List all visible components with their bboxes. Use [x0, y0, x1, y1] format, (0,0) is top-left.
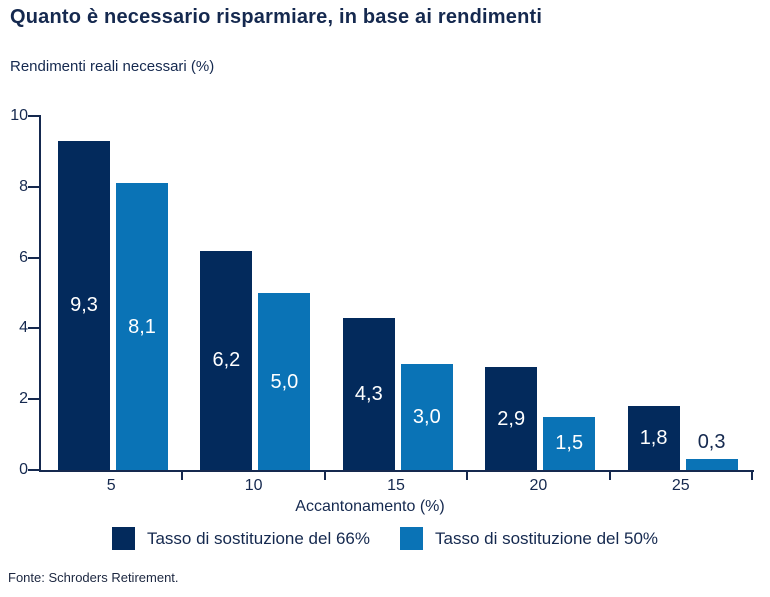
bar — [258, 293, 311, 470]
x-axis-tick — [181, 470, 184, 480]
y-tick-label: 0 — [19, 461, 28, 478]
bar — [543, 416, 596, 470]
y-tick-label: 2 — [19, 390, 28, 408]
bar — [485, 367, 538, 470]
chart-legend: Tasso di sostituzione del 66% Tasso di s… — [0, 527, 770, 550]
bar-value-label: 6,2 — [212, 349, 241, 372]
legend-item-66: Tasso di sostituzione del 66% — [111, 527, 370, 550]
x-tick-label: 25 — [671, 477, 690, 494]
y-tick-label: 6 — [19, 248, 28, 266]
x-axis-tick — [323, 470, 326, 480]
legend-swatch-66 — [111, 527, 135, 550]
bar-value-label: 9,3 — [70, 294, 98, 317]
bar-value-label: 8,1 — [128, 315, 156, 338]
bar — [58, 140, 110, 470]
bar — [116, 183, 168, 470]
y-axis-tick — [28, 115, 40, 117]
x-tick-label: 10 — [244, 477, 263, 494]
x-axis-title: Accantonamento (%) — [295, 498, 445, 515]
chart-title: Quanto è necessario risparmiare, in base… — [10, 6, 543, 28]
bar-value-label: 5,0 — [270, 370, 299, 393]
bar-value-label: 4,3 — [354, 382, 383, 405]
y-axis-tick — [28, 398, 40, 401]
bar — [200, 250, 253, 470]
bar — [685, 459, 738, 470]
y-axis-tick — [28, 185, 40, 188]
y-axis-line — [39, 115, 41, 472]
x-axis-tick — [466, 470, 469, 480]
x-tick-label: 5 — [106, 477, 116, 494]
legend-label-50: Tasso di sostituzione del 50% — [435, 528, 659, 548]
legend-swatch-50 — [400, 527, 423, 550]
bar — [400, 363, 453, 470]
bar-value-label: 0,3 — [697, 431, 726, 454]
source-note: Fonte: Schroders Retirement. — [8, 570, 179, 585]
y-axis-tick — [28, 469, 40, 471]
x-tick-label: 15 — [387, 477, 405, 494]
legend-label-66: Tasso di sostituzione del 66% — [146, 528, 370, 548]
y-axis-tick — [28, 327, 40, 330]
y-tick-label: 10 — [10, 107, 28, 124]
bar-value-label: 3,0 — [412, 405, 441, 428]
bar-value-label: 1,5 — [555, 432, 584, 455]
x-axis-tick — [751, 470, 753, 480]
x-axis-tick — [608, 470, 611, 480]
bar — [627, 406, 680, 470]
bar-value-label: 1,8 — [639, 427, 668, 450]
bar-value-label: 2,9 — [497, 407, 526, 430]
x-axis-line — [39, 470, 754, 472]
chart-subtitle: Rendimenti reali necessari (%) — [10, 58, 215, 75]
bar — [342, 317, 395, 470]
y-tick-label: 8 — [19, 177, 28, 195]
y-axis-tick — [28, 256, 40, 259]
y-tick-label: 4 — [19, 319, 28, 337]
legend-item-50: Tasso di sostituzione del 50% — [400, 527, 658, 550]
x-tick-label: 20 — [529, 477, 548, 494]
